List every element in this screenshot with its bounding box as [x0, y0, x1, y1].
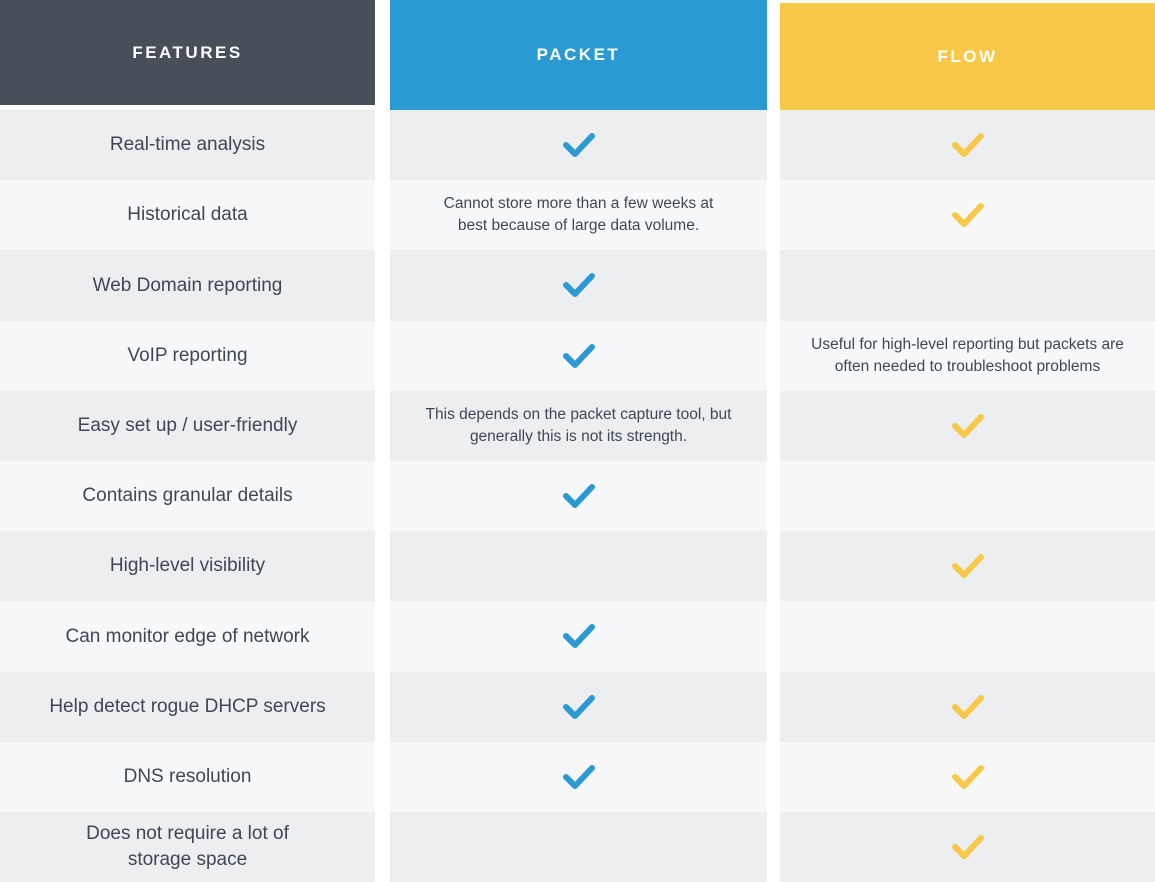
- feature-row: Help detect rogue DHCP servers: [0, 671, 375, 742]
- feature-label: Web Domain reporting: [92, 274, 283, 296]
- column-header-flow: FLOW: [780, 3, 1155, 110]
- feature-label: DNS resolution: [123, 765, 252, 787]
- packet-rows: Cannot store more than a few weeks at be…: [390, 110, 767, 882]
- check-icon: [562, 343, 596, 369]
- feature-label: Contains granular details: [82, 485, 293, 507]
- feature-row: Real-time analysis: [0, 110, 375, 181]
- flow-cell: Useful for high-level reporting but pack…: [780, 320, 1155, 391]
- feature-label: VoIP reporting: [127, 344, 248, 366]
- feature-label: Real-time analysis: [109, 134, 266, 156]
- check-icon: [951, 132, 985, 158]
- packet-cell: Cannot store more than a few weeks at be…: [390, 180, 767, 251]
- check-icon: [951, 413, 985, 439]
- feature-row: Can monitor edge of network: [0, 601, 375, 672]
- packet-cell: [390, 741, 767, 812]
- packet-cell: This depends on the packet capture tool,…: [390, 390, 767, 461]
- check-icon: [562, 623, 596, 649]
- packet-cell: [390, 671, 767, 742]
- check-icon: [951, 553, 985, 579]
- check-icon: [562, 764, 596, 790]
- flow-cell: [780, 180, 1155, 251]
- feature-row: Does not require a lot of storage space: [0, 811, 375, 882]
- check-icon: [562, 483, 596, 509]
- check-icon: [951, 834, 985, 860]
- feature-label: High-level visibility: [109, 555, 266, 577]
- flow-rows: Useful for high-level reporting but pack…: [780, 110, 1155, 882]
- check-icon: [562, 694, 596, 720]
- note-text: Cannot store more than a few weeks at be…: [443, 195, 714, 235]
- feature-row: VoIP reporting: [0, 320, 375, 391]
- feature-label: Easy set up / user-friendly: [77, 415, 298, 437]
- feature-label: Can monitor edge of network: [65, 625, 310, 647]
- flow-cell: [780, 390, 1155, 461]
- flow-cell: [780, 741, 1155, 812]
- flow-cell: [780, 811, 1155, 882]
- packet-cell: [390, 320, 767, 391]
- packet-cell: [390, 811, 767, 882]
- flow-cell: [780, 671, 1155, 742]
- check-icon: [951, 694, 985, 720]
- packet-cell: [390, 110, 767, 181]
- check-icon: [951, 202, 985, 228]
- flow-cell: [780, 460, 1155, 532]
- feature-label: Historical data: [127, 204, 248, 226]
- flow-cell: [780, 601, 1155, 672]
- note-text: This depends on the packet capture tool,…: [425, 405, 732, 445]
- packet-cell: [390, 531, 767, 602]
- flow-cell: [780, 250, 1155, 321]
- feature-row: Historical data: [0, 180, 375, 251]
- packet-cell: [390, 601, 767, 672]
- note-text: Useful for high-level reporting but pack…: [811, 335, 1124, 375]
- column-features: FEATURES Real-time analysis Historical da…: [0, 0, 375, 882]
- feature-label: Does not require a lot of storage space: [86, 823, 289, 870]
- check-icon: [562, 132, 596, 158]
- feature-row: Easy set up / user-friendly: [0, 390, 375, 461]
- packet-cell: [390, 250, 767, 321]
- feature-row: DNS resolution: [0, 741, 375, 812]
- column-flow: FLOW Useful for high-level reporting but…: [780, 0, 1155, 882]
- column-header-features: FEATURES: [0, 0, 375, 105]
- column-packet: PACKET Cannot store more than a few week…: [390, 0, 767, 882]
- flow-cell: [780, 110, 1155, 181]
- feature-label: Help detect rogue DHCP servers: [49, 695, 326, 717]
- check-icon: [951, 764, 985, 790]
- flow-cell: [780, 531, 1155, 602]
- check-icon: [562, 272, 596, 298]
- features-rows: Real-time analysis Historical data Web Dom…: [0, 110, 375, 882]
- feature-row: Web Domain reporting: [0, 250, 375, 321]
- feature-row: Contains granular details: [0, 460, 375, 532]
- feature-row: High-level visibility: [0, 531, 375, 602]
- packet-cell: [390, 460, 767, 532]
- column-header-packet: PACKET: [390, 0, 767, 110]
